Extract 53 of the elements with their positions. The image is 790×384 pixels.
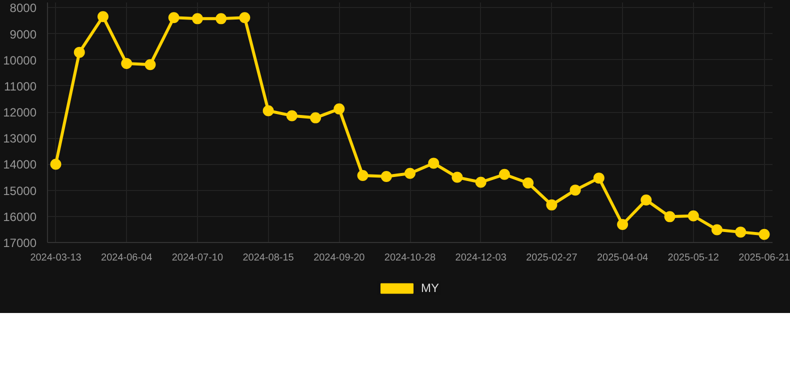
x-tick-label: 2024-03-13 [30, 252, 82, 264]
point [758, 228, 770, 240]
y-tick-label: 10000 [3, 53, 37, 68]
point [144, 59, 156, 70]
point [286, 110, 298, 122]
point [168, 12, 180, 24]
y-tick-label: 16000 [3, 210, 37, 224]
point [121, 58, 132, 70]
point [498, 168, 510, 180]
x-tick-label: 2025-02-27 [526, 252, 578, 264]
y-tick-label: 17000 [3, 236, 37, 250]
x-tick-label: 2025-06-21 [738, 252, 790, 264]
point [664, 211, 676, 222]
point [216, 13, 227, 24]
point [334, 103, 345, 114]
point [74, 46, 85, 58]
point [50, 158, 62, 170]
point [735, 226, 746, 238]
point [262, 105, 274, 116]
y-tick-label: 14000 [3, 158, 37, 172]
point [712, 224, 723, 236]
x-tick-label: 2024-12-03 [455, 252, 507, 264]
x-tick-label: 2024-08-15 [242, 252, 294, 264]
point [97, 11, 108, 22]
x-tick-label: 2024-07-10 [172, 252, 224, 264]
point [452, 172, 463, 183]
point [640, 194, 652, 206]
point [428, 158, 440, 169]
y-tick-label: 8000 [10, 1, 37, 16]
x-tick-label: 2024-10-28 [384, 252, 436, 264]
y-tick-label: 9000 [10, 27, 37, 42]
point [192, 13, 203, 24]
x-tick-label: 2025-04-04 [596, 252, 649, 264]
point [688, 210, 699, 222]
point [475, 176, 486, 188]
y-tick-label: 12000 [3, 106, 37, 120]
point [522, 178, 534, 189]
point [310, 112, 322, 124]
y-tick-label: 13000 [3, 132, 37, 146]
x-tick-label: 2024-06-04 [101, 252, 153, 264]
point [380, 171, 392, 182]
x-tick-label: 2024-09-20 [314, 252, 366, 264]
point [404, 168, 416, 179]
x-tick-label: 2025-05-12 [668, 252, 720, 264]
point [239, 12, 250, 24]
point [593, 172, 604, 184]
point [357, 170, 368, 181]
y-tick-label: 11000 [4, 79, 37, 94]
point [617, 219, 628, 230]
point [546, 199, 558, 210]
point [570, 184, 581, 196]
y-tick-label: 15000 [3, 184, 37, 198]
legend-label: MY [421, 281, 440, 295]
